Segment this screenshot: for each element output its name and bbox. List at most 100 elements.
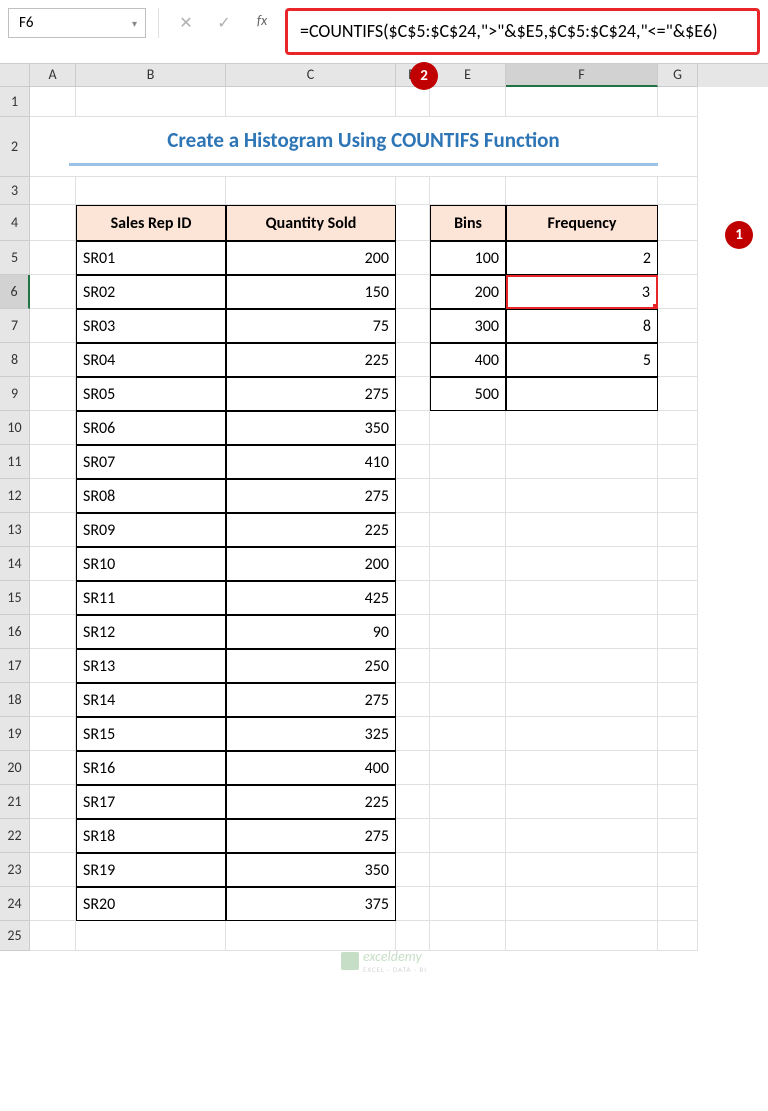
cell-G23[interactable] xyxy=(658,853,698,887)
cell-E16[interactable] xyxy=(430,615,506,649)
cell-E1[interactable] xyxy=(430,87,506,117)
cell-B20[interactable]: SR16 xyxy=(76,751,226,785)
cell-D15[interactable] xyxy=(396,581,430,615)
cell-D13[interactable] xyxy=(396,513,430,547)
col-header-F[interactable]: F xyxy=(506,64,658,87)
col-header-B[interactable]: B xyxy=(76,64,226,87)
cell-G9[interactable] xyxy=(658,377,698,411)
cell-C7[interactable]: 75 xyxy=(226,309,396,343)
cell-D5[interactable] xyxy=(396,241,430,275)
row-header-8[interactable]: 8 xyxy=(0,343,30,377)
cell-B8[interactable]: SR04 xyxy=(76,343,226,377)
cell-A4[interactable] xyxy=(30,205,76,241)
cell-F3[interactable] xyxy=(506,177,658,205)
cell-G20[interactable] xyxy=(658,751,698,785)
cell-F25[interactable] xyxy=(506,921,658,951)
cell-D18[interactable] xyxy=(396,683,430,717)
cell-D6[interactable] xyxy=(396,275,430,309)
cell-G10[interactable] xyxy=(658,411,698,445)
cell-E4[interactable]: Bins xyxy=(430,205,506,241)
cell-F12[interactable] xyxy=(506,479,658,513)
cell-B13[interactable]: SR09 xyxy=(76,513,226,547)
cell-A13[interactable] xyxy=(30,513,76,547)
cell-F16[interactable] xyxy=(506,615,658,649)
cell-B21[interactable]: SR17 xyxy=(76,785,226,819)
cell-C20[interactable]: 400 xyxy=(226,751,396,785)
cell-A3[interactable] xyxy=(30,177,76,205)
formula-input[interactable]: =COUNTIFS($C$5:$C$24,">"&$E5,$C$5:$C$24,… xyxy=(285,8,760,55)
row-header-21[interactable]: 21 xyxy=(0,785,30,819)
cell-B17[interactable]: SR13 xyxy=(76,649,226,683)
cell-C5[interactable]: 200 xyxy=(226,241,396,275)
cell-B3[interactable] xyxy=(76,177,226,205)
cell-F20[interactable] xyxy=(506,751,658,785)
cell-G1[interactable] xyxy=(658,87,698,117)
enter-icon[interactable]: ✓ xyxy=(209,8,239,38)
cell-F7[interactable]: 8 xyxy=(506,309,658,343)
cell-F22[interactable] xyxy=(506,819,658,853)
cell-D16[interactable] xyxy=(396,615,430,649)
row-header-15[interactable]: 15 xyxy=(0,581,30,615)
cell-A15[interactable] xyxy=(30,581,76,615)
cell-C18[interactable]: 275 xyxy=(226,683,396,717)
cell-G13[interactable] xyxy=(658,513,698,547)
cell-C6[interactable]: 150 xyxy=(226,275,396,309)
row-header-19[interactable]: 19 xyxy=(0,717,30,751)
cell-E3[interactable] xyxy=(430,177,506,205)
cell-D19[interactable] xyxy=(396,717,430,751)
cell-C13[interactable]: 225 xyxy=(226,513,396,547)
cell-C4[interactable]: Quantity Sold xyxy=(226,205,396,241)
cell-F9[interactable] xyxy=(506,377,658,411)
cell-F14[interactable] xyxy=(506,547,658,581)
cell-E23[interactable] xyxy=(430,853,506,887)
cell-D20[interactable] xyxy=(396,751,430,785)
cell-F8[interactable]: 5 xyxy=(506,343,658,377)
cell-F21[interactable] xyxy=(506,785,658,819)
cell-G11[interactable] xyxy=(658,445,698,479)
row-header-18[interactable]: 18 xyxy=(0,683,30,717)
row-header-3[interactable]: 3 xyxy=(0,177,30,205)
cell-B12[interactable]: SR08 xyxy=(76,479,226,513)
cell-E10[interactable] xyxy=(430,411,506,445)
cell-G25[interactable] xyxy=(658,921,698,951)
cell-C24[interactable]: 375 xyxy=(226,887,396,921)
cell-E11[interactable] xyxy=(430,445,506,479)
cell-F5[interactable]: 2 xyxy=(506,241,658,275)
cell-B19[interactable]: SR15 xyxy=(76,717,226,751)
cell-G16[interactable] xyxy=(658,615,698,649)
cell-C25[interactable] xyxy=(226,921,396,951)
cell-G5[interactable] xyxy=(658,241,698,275)
cell-C22[interactable]: 275 xyxy=(226,819,396,853)
cell-D25[interactable] xyxy=(396,921,430,951)
cell-G8[interactable] xyxy=(658,343,698,377)
cell-B22[interactable]: SR18 xyxy=(76,819,226,853)
cell-D9[interactable] xyxy=(396,377,430,411)
cell-B4[interactable]: Sales Rep ID xyxy=(76,205,226,241)
cell-A21[interactable] xyxy=(30,785,76,819)
cell-C21[interactable]: 225 xyxy=(226,785,396,819)
cell-A17[interactable] xyxy=(30,649,76,683)
cell-B6[interactable]: SR02 xyxy=(76,275,226,309)
cell-A10[interactable] xyxy=(30,411,76,445)
cell-F17[interactable] xyxy=(506,649,658,683)
cell-G19[interactable] xyxy=(658,717,698,751)
row-header-20[interactable]: 20 xyxy=(0,751,30,785)
cell-G17[interactable] xyxy=(658,649,698,683)
cell-D14[interactable] xyxy=(396,547,430,581)
cell-A9[interactable] xyxy=(30,377,76,411)
cell-C14[interactable]: 200 xyxy=(226,547,396,581)
cell-E19[interactable] xyxy=(430,717,506,751)
cell-A5[interactable] xyxy=(30,241,76,275)
cell-B24[interactable]: SR20 xyxy=(76,887,226,921)
cell-C8[interactable]: 225 xyxy=(226,343,396,377)
cell-C9[interactable]: 275 xyxy=(226,377,396,411)
fx-icon[interactable]: fx xyxy=(247,8,277,29)
cell-E22[interactable] xyxy=(430,819,506,853)
cell-A8[interactable] xyxy=(30,343,76,377)
cell-B14[interactable]: SR10 xyxy=(76,547,226,581)
row-header-16[interactable]: 16 xyxy=(0,615,30,649)
cell-B1[interactable] xyxy=(76,87,226,117)
cell-B11[interactable]: SR07 xyxy=(76,445,226,479)
cell-G15[interactable] xyxy=(658,581,698,615)
row-header-17[interactable]: 17 xyxy=(0,649,30,683)
